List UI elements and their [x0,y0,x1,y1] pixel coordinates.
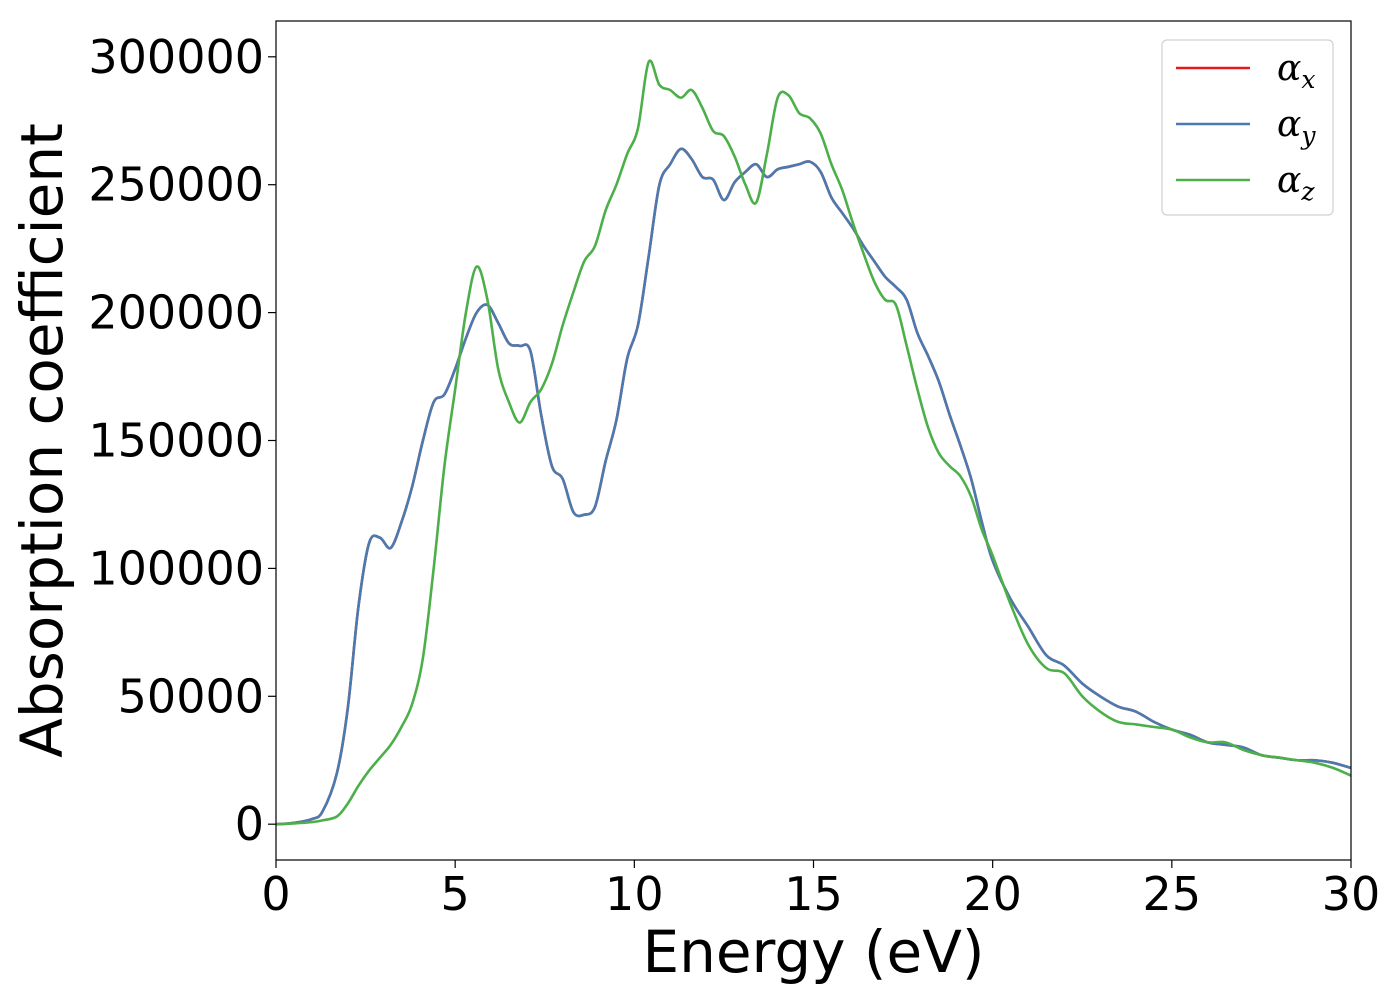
plot-frame [275,20,1352,861]
y-tick-label: 100000 [88,541,264,595]
x-tick-label: 25 [1143,867,1202,921]
legend-box [1161,39,1334,216]
legend-label: αy [1277,104,1316,150]
legend: αx αy αz [1161,39,1334,216]
y-tick-label: 200000 [88,286,264,340]
legend-label: αx [1277,48,1315,94]
x-tick-label: 0 [261,867,290,921]
x-tick-label: 15 [784,867,843,921]
series-layer [276,59,1351,826]
y-tick-label: 150000 [88,414,264,468]
x-ticks: 0 5 10 15 20 25 30 [261,860,1380,921]
series-line-2 [276,147,1351,826]
y-tick-label: 0 [235,797,264,851]
x-tick-label: 10 [605,867,664,921]
legend-label: αz [1277,160,1315,206]
y-tick-label: 50000 [118,669,264,723]
x-axis-label: Energy (eV) [642,918,984,986]
y-tick-label: 300000 [88,30,264,84]
y-tick-label: 250000 [88,158,264,212]
y-axis-label: Absorption coefficient [8,123,76,758]
x-tick-label: 5 [441,867,470,921]
series-line-3 [276,59,1351,826]
x-tick-label: 20 [963,867,1022,921]
x-tick-label: 30 [1322,867,1381,921]
series-line-1 [276,147,1351,826]
y-ticks: 0 50000 100000 150000 200000 250000 300000 [88,30,276,851]
